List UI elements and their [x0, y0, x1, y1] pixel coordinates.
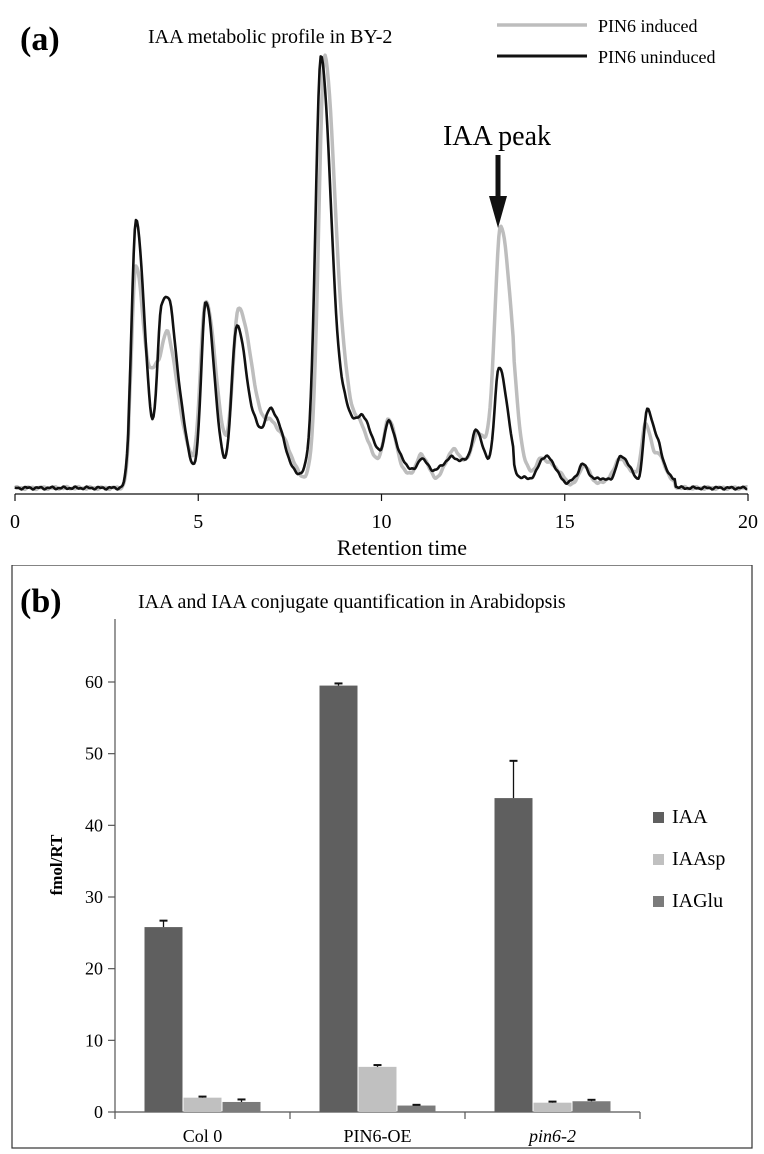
bar-iaa-2: [494, 798, 533, 1112]
y-tick-label-b: 0: [94, 1102, 103, 1122]
x-tick-label-a: 5: [193, 511, 203, 533]
y-tick-label-b: 10: [85, 1030, 103, 1050]
y-tick-label-b: 40: [85, 815, 103, 835]
bar-iaa-0: [144, 927, 183, 1112]
y-axis-title-b: fmol/RT: [47, 834, 66, 895]
y-tick-label-b: 30: [85, 887, 103, 907]
legend-b-label: IAAsp: [672, 848, 725, 870]
y-tick-label-b: 20: [85, 959, 103, 979]
bar-iaglu-2: [572, 1101, 611, 1112]
chart-b-title: IAA and IAA conjugate quantification in …: [138, 591, 566, 613]
iaa-peak-arrow: [489, 155, 507, 228]
legend-b-swatch: [653, 812, 664, 823]
legend-b-label: IAGlu: [672, 890, 723, 912]
bar-chart-panel: (b) IAA and IAA conjugate quantification…: [0, 564, 764, 1149]
y-tick-label-b: 50: [85, 744, 103, 764]
category-label: PIN6-OE: [344, 1126, 412, 1146]
bar-iaglu-0: [222, 1101, 261, 1112]
bar-chart: (b) IAA and IAA conjugate quantification…: [11, 564, 753, 1149]
bar-iaa-1: [319, 685, 358, 1112]
chromatogram-curves: [13, 53, 748, 492]
chromatogram-chart: (a) IAA metabolic profile in BY-2 PIN6 i…: [10, 16, 758, 560]
x-tick-label-a: 15: [555, 511, 575, 533]
x-tick-label-a: 0: [10, 511, 20, 533]
x-axis-title-a: Retention time: [337, 535, 467, 560]
x-ticks-b: Col 0 PIN6-OE pin6-2: [114, 1112, 641, 1146]
bars: [144, 682, 611, 1112]
legend-b-swatch: [653, 854, 664, 865]
bar-iaasp-0: [183, 1097, 222, 1112]
series-line-uninduced: [14, 55, 748, 491]
panel-b-letter: (b): [20, 583, 62, 620]
legend-b-swatch: [653, 896, 664, 907]
y-tick-label-b: 60: [85, 672, 103, 692]
bar-iaasp-2: [533, 1102, 572, 1112]
legend-b: IAA IAAsp IAGlu: [653, 806, 725, 912]
panel-b-frame: [11, 564, 753, 1149]
legend-a-label-uninduced: PIN6 uninduced: [598, 47, 715, 67]
bar-iaglu-1: [397, 1105, 436, 1112]
x-tick-label-a: 20: [738, 511, 758, 533]
series-line-induced: [13, 53, 748, 492]
chart-a-title: IAA metabolic profile in BY-2: [148, 26, 392, 48]
panel-a-letter: (a): [20, 21, 60, 58]
legend-a-label-induced: PIN6 induced: [598, 16, 697, 36]
category-label: pin6-2: [527, 1126, 576, 1146]
chromatogram-panel: (a) IAA metabolic profile in BY-2 PIN6 i…: [0, 0, 764, 565]
bar-iaasp-1: [358, 1066, 397, 1112]
legend-b-label: IAA: [672, 806, 708, 828]
x-tick-label-a: 10: [372, 511, 392, 533]
x-ticks-a: 0 5 10 15 20: [10, 494, 758, 533]
category-label: Col 0: [183, 1126, 223, 1146]
iaa-peak-label: IAA peak: [443, 121, 551, 152]
y-ticks-b: 0 10 20 30 40 50 60: [85, 672, 115, 1122]
